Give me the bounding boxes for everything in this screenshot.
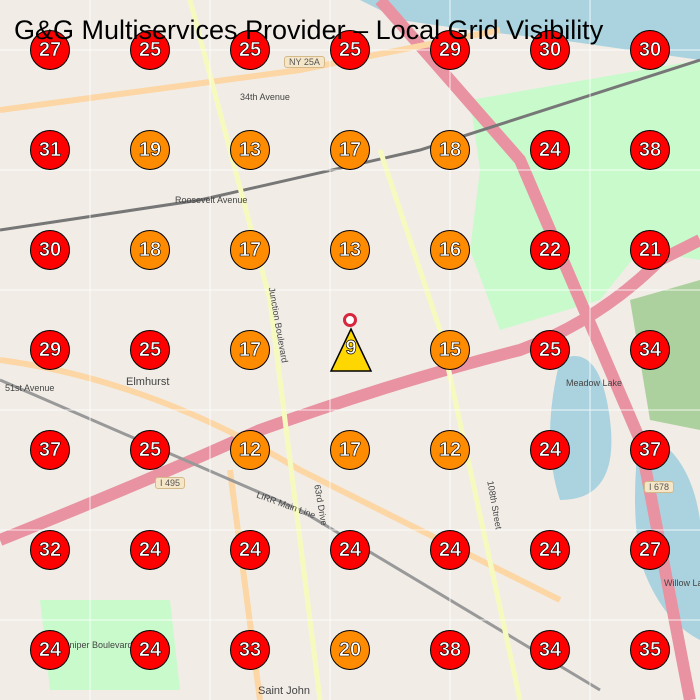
map-label: Juniper Boulevard	[60, 640, 133, 650]
business-location-pin-icon[interactable]	[343, 313, 357, 327]
rank-marker[interactable]: 17	[230, 330, 270, 370]
rank-marker[interactable]: 17	[230, 230, 270, 270]
rank-marker[interactable]: 20	[330, 630, 370, 670]
rank-marker[interactable]: 24	[530, 430, 570, 470]
triangle-icon	[329, 327, 373, 372]
rank-marker[interactable]: 12	[230, 430, 270, 470]
park-flushing-meadows	[470, 60, 700, 330]
rank-marker[interactable]: 24	[130, 530, 170, 570]
map-label: NY 25A	[284, 56, 325, 68]
rank-marker[interactable]: 38	[430, 630, 470, 670]
map-label: I 678	[644, 481, 675, 493]
rank-marker[interactable]: 25	[130, 330, 170, 370]
map-label: I 495	[155, 477, 186, 489]
highway-i678	[375, 0, 696, 700]
map-label: 34th Avenue	[240, 92, 290, 102]
rank-marker[interactable]: 24	[130, 630, 170, 670]
rank-marker[interactable]: 30	[530, 30, 570, 70]
rank-marker[interactable]: 35	[630, 630, 670, 670]
map-label: Roosevelt Avenue	[175, 195, 248, 205]
rank-marker[interactable]: 37	[630, 430, 670, 470]
rank-marker[interactable]: 25	[130, 430, 170, 470]
rank-marker[interactable]: 24	[30, 630, 70, 670]
rank-marker[interactable]: 27	[630, 530, 670, 570]
rank-marker[interactable]: 33	[230, 630, 270, 670]
rank-marker[interactable]: 34	[630, 330, 670, 370]
rank-marker[interactable]: 17	[330, 430, 370, 470]
lirr-line	[0, 378, 601, 692]
rank-marker[interactable]: 25	[130, 30, 170, 70]
rank-marker[interactable]: 16	[430, 230, 470, 270]
rank-marker[interactable]: 24	[430, 530, 470, 570]
rank-marker[interactable]: 12	[430, 430, 470, 470]
rank-marker[interactable]: 13	[330, 230, 370, 270]
rank-marker[interactable]: 32	[30, 530, 70, 570]
rank-marker[interactable]: 30	[630, 30, 670, 70]
rank-marker[interactable]: 27	[30, 30, 70, 70]
rank-marker[interactable]: 18	[130, 230, 170, 270]
map-label: Elmhurst	[126, 376, 170, 388]
rank-marker[interactable]: 37	[30, 430, 70, 470]
rank-marker[interactable]: 24	[530, 530, 570, 570]
rank-marker[interactable]: 25	[330, 30, 370, 70]
rank-marker[interactable]: 17	[330, 130, 370, 170]
map-label: 51st Avenue	[5, 383, 55, 393]
rank-marker[interactable]: 24	[530, 130, 570, 170]
rank-marker[interactable]: 25	[230, 30, 270, 70]
rank-marker[interactable]: 31	[30, 130, 70, 170]
rank-marker[interactable]: 18	[430, 130, 470, 170]
rank-marker[interactable]: 25	[530, 330, 570, 370]
rank-marker[interactable]: 34	[530, 630, 570, 670]
rank-marker[interactable]: 24	[330, 530, 370, 570]
rank-marker[interactable]: 19	[130, 130, 170, 170]
subway-line	[0, 58, 700, 232]
rank-marker[interactable]: 21	[630, 230, 670, 270]
page-title: G&G Multiservices Provider – Local Grid …	[14, 15, 604, 45]
rank-marker[interactable]: 13	[230, 130, 270, 170]
meadow-lake	[550, 356, 612, 500]
map-label: Saint John	[258, 685, 310, 697]
highway-i495	[0, 234, 700, 546]
map-label: Willow Lake	[664, 578, 700, 588]
rank-marker[interactable]: 22	[530, 230, 570, 270]
rank-marker[interactable]: 15	[430, 330, 470, 370]
rank-marker[interactable]: 29	[30, 330, 70, 370]
center-rank-value: 9	[345, 337, 357, 360]
rank-marker[interactable]: 30	[30, 230, 70, 270]
map-label: Meadow Lake	[566, 378, 623, 388]
rank-marker[interactable]: 29	[430, 30, 470, 70]
center-rank-marker[interactable]: 9	[329, 327, 373, 373]
rank-marker[interactable]: 24	[230, 530, 270, 570]
water-bay	[360, 0, 700, 60]
rank-marker[interactable]: 38	[630, 130, 670, 170]
